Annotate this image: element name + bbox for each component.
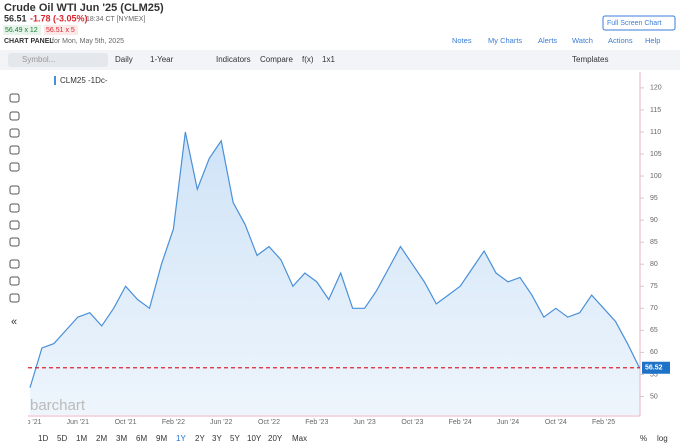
y-tick-label: 50 <box>650 393 658 400</box>
range-button[interactable]: 1D <box>38 434 48 443</box>
y-tick-label: 80 <box>650 261 658 268</box>
panel-date: for Mon, May 5th, 2025 <box>52 38 124 45</box>
x-tick-label: Feb '21 <box>18 419 41 426</box>
range-button[interactable]: 9M <box>156 434 167 443</box>
tool-icon[interactable] <box>9 162 20 172</box>
y-tick-label: 60 <box>650 349 658 356</box>
y-tick-label: 55 <box>650 371 658 378</box>
range-button[interactable]: 1M <box>76 434 87 443</box>
watermark: barchart <box>30 397 86 414</box>
y-tick-label: 70 <box>650 305 658 312</box>
tool-icon[interactable] <box>9 185 20 195</box>
bid-box <box>3 25 41 35</box>
tool-icon[interactable] <box>9 293 20 303</box>
x-tick-label: Feb '25 <box>592 419 615 426</box>
x-tick-label: Jun '22 <box>210 419 232 426</box>
legend-label: CLM25 -1Dc- <box>60 76 108 85</box>
header-link[interactable]: Actions <box>608 36 633 45</box>
y-tick-label: 105 <box>650 151 662 158</box>
header-link[interactable]: Help <box>645 36 660 45</box>
header-link[interactable]: My Charts <box>488 36 522 45</box>
y-tick-label: 100 <box>650 173 662 180</box>
y-tick-label: 65 <box>650 327 658 334</box>
x-tick-label: Oct '22 <box>258 419 280 426</box>
y-tick-label: 75 <box>650 283 658 290</box>
scale-button[interactable]: % <box>640 434 647 443</box>
legend-swatch <box>54 76 56 85</box>
toolbar-item[interactable]: 1x1 <box>322 55 335 64</box>
range-button[interactable]: 1Y <box>176 434 186 443</box>
title: Crude Oil WTI Jun '25 (CLM25) <box>4 2 164 14</box>
x-tick-label: Oct '21 <box>115 419 137 426</box>
toolbar-item[interactable]: f(x) <box>302 55 314 64</box>
range-button[interactable]: 2M <box>96 434 107 443</box>
panel-label: CHART PANEL <box>4 38 54 45</box>
x-tick-label: Oct '24 <box>545 419 567 426</box>
y-tick-label: 85 <box>650 239 658 246</box>
header-link[interactable]: Alerts <box>538 36 557 45</box>
tool-icon[interactable] <box>9 93 20 103</box>
tool-icon[interactable] <box>9 220 20 230</box>
y-tick-label: 90 <box>650 217 658 224</box>
range-button[interactable]: 3Y <box>212 434 222 443</box>
y-tick-label: 115 <box>650 107 661 114</box>
range-button[interactable]: 5Y <box>230 434 240 443</box>
tool-icon[interactable] <box>9 128 20 138</box>
tool-icon[interactable] <box>9 237 20 247</box>
header-link[interactable]: Notes <box>452 36 472 45</box>
range-button[interactable]: 5D <box>57 434 67 443</box>
tool-icon[interactable] <box>9 276 20 286</box>
tool-icon[interactable] <box>9 111 20 121</box>
time: 18:34 CT [NYMEX] <box>86 16 145 23</box>
range-button[interactable]: 20Y <box>268 434 283 443</box>
x-tick-label: Feb '22 <box>162 419 185 426</box>
full-screen-label[interactable]: Full Screen Chart <box>607 20 662 27</box>
tool-icon[interactable] <box>9 145 20 155</box>
line <box>29 131 640 388</box>
change: -1.78 (-3.05%) <box>30 13 88 23</box>
price: 56.51 <box>4 13 27 23</box>
toolbar-item[interactable]: Daily <box>115 55 133 64</box>
y-tick-label: 110 <box>650 129 661 136</box>
toolbar-item[interactable]: Indicators <box>216 55 251 64</box>
last-price-tag <box>642 361 670 374</box>
ask: 56.51 x 5 <box>46 27 75 34</box>
x-tick-label: Jun '24 <box>497 419 519 426</box>
range-button[interactable]: Max <box>292 434 307 443</box>
ask-box <box>44 25 78 35</box>
symbol-input[interactable] <box>8 53 108 67</box>
bid: 56.49 x 12 <box>5 27 38 34</box>
full-screen-button[interactable] <box>602 15 676 31</box>
symbol-placeholder: Symbol... <box>22 55 55 64</box>
toolbar-item[interactable]: Compare <box>260 55 293 64</box>
x-tick-label: Jun '23 <box>353 419 375 426</box>
tool-icon[interactable] <box>9 203 20 213</box>
tool-icon[interactable] <box>9 259 20 269</box>
y-tick-label: 120 <box>650 85 662 92</box>
toolbar-item[interactable]: 1-Year <box>150 55 174 64</box>
collapse-icon[interactable]: « <box>11 316 17 328</box>
x-tick-label: Oct '23 <box>401 419 423 426</box>
header-link[interactable]: Watch <box>572 36 593 45</box>
x-tick-label: Jun '21 <box>67 419 89 426</box>
range-button[interactable]: 10Y <box>247 434 262 443</box>
area <box>30 131 640 415</box>
y-tick-label: 95 <box>650 195 658 202</box>
toolbar <box>0 50 680 70</box>
x-tick-label: Feb '24 <box>449 419 472 426</box>
scale-button[interactable]: log <box>657 434 668 443</box>
templates[interactable]: Templates <box>572 55 608 64</box>
x-tick-label: Feb '23 <box>305 419 328 426</box>
range-button[interactable]: 2Y <box>195 434 205 443</box>
range-button[interactable]: 3M <box>116 434 127 443</box>
range-button[interactable]: 6M <box>136 434 147 443</box>
last-price-label: 56.52 <box>645 365 663 372</box>
